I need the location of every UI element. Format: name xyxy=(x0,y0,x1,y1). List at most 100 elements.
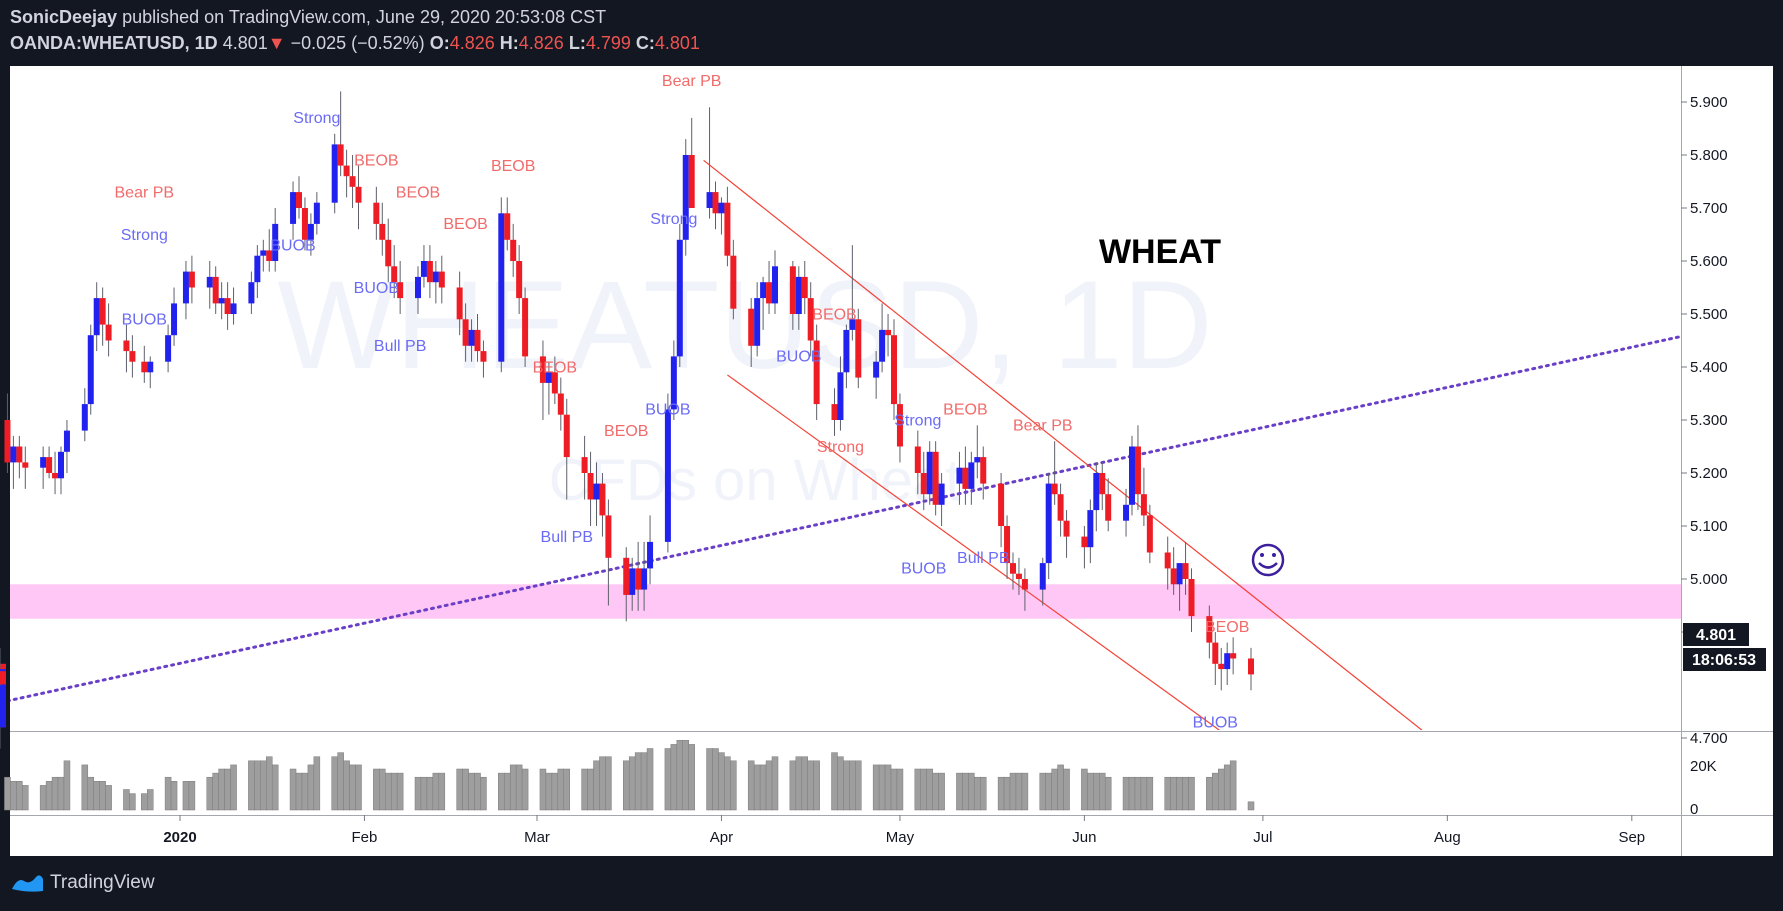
volume-bar xyxy=(105,785,112,811)
candle xyxy=(206,261,213,309)
tradingview-logo[interactable]: TradingView xyxy=(10,872,155,894)
volume-bar xyxy=(480,776,487,811)
time-axis[interactable]: 2020 Feb Mar Apr May Jun Jul Aug Sep xyxy=(163,815,1645,846)
candle-body xyxy=(1021,579,1028,590)
volume-bar xyxy=(349,764,356,811)
price-tick-label: 5.100 xyxy=(1690,518,1728,535)
candle-body xyxy=(456,287,463,320)
candle-body xyxy=(426,261,433,283)
volume-bar xyxy=(623,760,630,811)
candle-body xyxy=(504,213,511,240)
candle-body xyxy=(593,483,600,500)
candle xyxy=(843,324,850,389)
candle xyxy=(1129,435,1135,516)
candle xyxy=(16,435,23,479)
volume-bar xyxy=(753,764,761,811)
candle xyxy=(349,155,356,208)
annotation-label: BEOB xyxy=(604,423,648,440)
candle-body xyxy=(93,298,100,336)
candle-body xyxy=(1039,563,1046,590)
volume-bar xyxy=(676,740,684,811)
candle-body xyxy=(545,372,552,383)
candle xyxy=(1146,504,1153,564)
annotation-label: BUOB xyxy=(776,349,821,366)
volume-bar xyxy=(307,764,315,811)
time-tick-label: 2020 xyxy=(163,829,196,846)
annotation-label: Strong xyxy=(121,227,168,244)
candle xyxy=(1015,557,1022,595)
candle xyxy=(968,451,975,505)
volume-bar xyxy=(724,756,731,811)
price-tick-label: 5.000 xyxy=(1690,571,1728,588)
volume-bar xyxy=(271,764,279,811)
candle-body xyxy=(1057,494,1064,521)
candle xyxy=(0,647,6,733)
candle-body xyxy=(248,282,255,304)
price-tick-label: 5.200 xyxy=(1690,465,1728,482)
candle-body xyxy=(1123,504,1130,521)
candle-body xyxy=(1170,568,1177,585)
candle xyxy=(1093,462,1100,532)
volume-bar xyxy=(313,756,321,811)
candle xyxy=(873,351,880,399)
volume-bar xyxy=(1081,768,1088,811)
candle-body xyxy=(1099,473,1106,495)
volume-bar xyxy=(813,760,820,811)
candle xyxy=(926,441,933,505)
candle-body xyxy=(766,282,773,304)
candle xyxy=(1010,552,1016,590)
candle xyxy=(498,197,505,373)
candle xyxy=(581,435,588,500)
candle-body xyxy=(647,541,654,569)
candle-body xyxy=(22,462,29,468)
volume-bar xyxy=(45,781,53,811)
volume-bar xyxy=(789,760,797,811)
candle xyxy=(1176,563,1183,611)
candle xyxy=(272,208,279,272)
candle xyxy=(748,298,755,367)
time-axis-border xyxy=(10,815,1773,816)
candle xyxy=(313,192,320,235)
candle xyxy=(438,255,445,304)
candle xyxy=(40,446,47,489)
candle-body xyxy=(1224,653,1231,670)
candle-body xyxy=(385,239,392,267)
candle-body xyxy=(87,335,94,405)
annotation-label: Bear PB xyxy=(115,184,175,201)
candle-body xyxy=(968,462,975,489)
candle xyxy=(307,213,314,256)
candle-body xyxy=(730,255,737,309)
volume-bar xyxy=(260,760,267,811)
chart-canvas[interactable]: WHEATUSD, 1D CFDs on Wheat Bear PBStrong… xyxy=(0,0,1783,865)
candle xyxy=(474,314,481,362)
volume-bar xyxy=(1140,776,1148,811)
candle-body xyxy=(855,319,862,378)
annotation-label: Strong xyxy=(650,211,697,228)
volume-bar xyxy=(938,772,945,811)
candle-body xyxy=(272,223,279,261)
candle-body xyxy=(46,457,53,473)
candle-body xyxy=(63,430,70,452)
candle-body xyxy=(52,473,59,479)
candle-body xyxy=(682,155,689,240)
current-price: 4.801 xyxy=(222,33,268,53)
author-name[interactable]: SonicDeejay xyxy=(10,7,118,27)
candle-body xyxy=(105,324,112,341)
candle-body xyxy=(373,202,380,224)
high-label: H: xyxy=(499,33,519,53)
volume-bar xyxy=(4,776,11,811)
candle-body xyxy=(718,202,725,214)
annotation-label: BUOB xyxy=(1193,714,1238,731)
candle xyxy=(504,197,511,251)
candle xyxy=(432,261,439,304)
volume-bar xyxy=(1093,772,1100,811)
candle xyxy=(301,197,308,251)
candle-body xyxy=(920,473,927,495)
candle xyxy=(1248,647,1254,691)
candle xyxy=(730,239,737,320)
candle-body xyxy=(748,308,755,346)
candle xyxy=(563,398,570,500)
candle-body xyxy=(1081,536,1088,548)
candle-body xyxy=(301,208,308,240)
volume-bar xyxy=(1104,776,1112,811)
